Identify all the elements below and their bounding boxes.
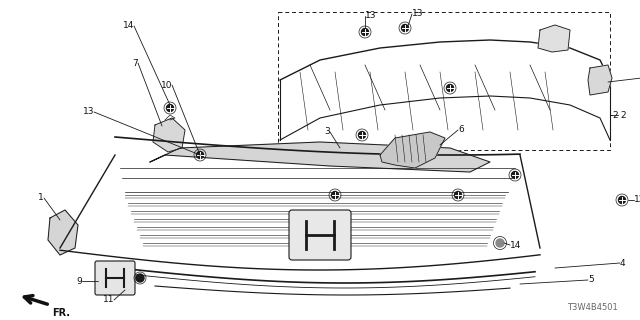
Circle shape (332, 191, 339, 198)
Circle shape (496, 239, 504, 247)
Text: 14: 14 (510, 241, 522, 250)
Circle shape (358, 132, 365, 139)
Polygon shape (380, 132, 445, 168)
Circle shape (511, 172, 518, 179)
Text: 6: 6 (458, 125, 464, 134)
Text: 10: 10 (161, 81, 172, 90)
Text: 2: 2 (620, 110, 626, 119)
Text: 13: 13 (412, 10, 424, 19)
Text: 13: 13 (83, 108, 94, 116)
Polygon shape (538, 25, 570, 52)
Text: 4: 4 (620, 259, 626, 268)
Polygon shape (150, 142, 490, 172)
Text: 14: 14 (123, 21, 134, 30)
Circle shape (447, 84, 454, 92)
Circle shape (401, 25, 408, 31)
Circle shape (618, 196, 625, 204)
Text: T3W4B4501: T3W4B4501 (567, 303, 618, 312)
FancyBboxPatch shape (95, 261, 135, 295)
Circle shape (196, 151, 204, 158)
Text: 12: 12 (634, 196, 640, 204)
Bar (278, 12, 610, 150)
Circle shape (454, 191, 461, 198)
Text: 1: 1 (38, 194, 44, 203)
Text: 9: 9 (76, 276, 82, 285)
Circle shape (136, 274, 144, 282)
Polygon shape (48, 210, 78, 255)
Circle shape (362, 28, 369, 36)
Text: FR.: FR. (52, 308, 70, 318)
Text: 3: 3 (324, 127, 330, 137)
FancyBboxPatch shape (289, 210, 351, 260)
Circle shape (166, 105, 173, 111)
Polygon shape (588, 65, 612, 95)
Text: 5: 5 (588, 276, 594, 284)
Polygon shape (153, 118, 185, 152)
Text: 11: 11 (102, 295, 114, 305)
Text: 2: 2 (612, 110, 618, 119)
Text: 7: 7 (132, 59, 138, 68)
Text: 13: 13 (365, 12, 376, 20)
